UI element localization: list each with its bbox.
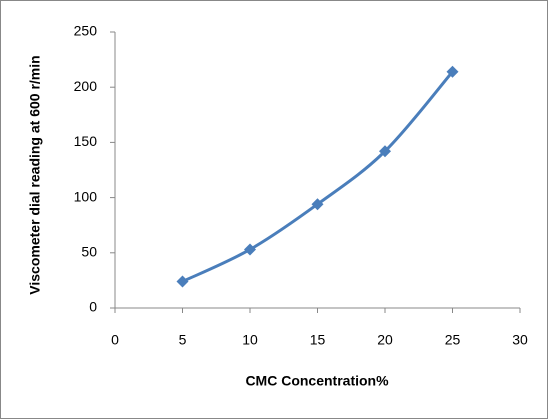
x-tick-label: 0 [111, 332, 119, 348]
y-tick-label: 100 [74, 188, 98, 204]
x-axis-title: CMC Concentration% [245, 373, 389, 389]
x-tick-label: 20 [377, 332, 393, 348]
x-tick-label: 25 [445, 332, 461, 348]
x-tick-label: 10 [242, 332, 258, 348]
y-tick-label: 200 [74, 78, 98, 94]
marker [311, 198, 324, 211]
x-tick-label: 15 [310, 332, 326, 348]
marker [176, 275, 189, 288]
y-tick-label: 50 [81, 244, 97, 260]
marker [244, 243, 256, 256]
x-tick-label: 5 [179, 332, 187, 348]
y-tick-label: 250 [74, 23, 98, 39]
x-tick-label: 30 [512, 332, 528, 348]
marker [446, 65, 459, 78]
y-tick-label: 0 [89, 299, 97, 315]
y-axis-title: Viscometer dial reading at 600 r/min [27, 55, 43, 294]
y-tick-label: 150 [74, 133, 98, 149]
marker [379, 145, 391, 158]
